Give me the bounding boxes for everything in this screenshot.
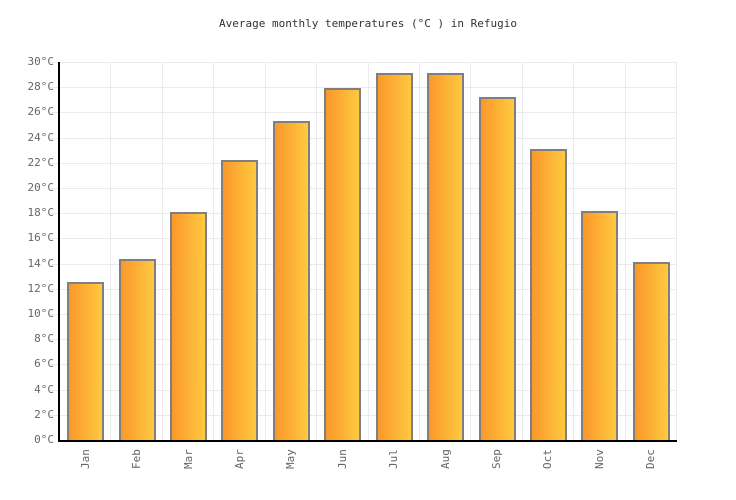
y-tick-label: 18°C [27,206,55,219]
gridline-vertical [522,62,523,440]
y-axis-tick [50,415,58,416]
x-tick-label: Nov [593,449,606,469]
y-axis-tick [50,289,58,290]
x-tick-label: Oct [541,449,554,469]
x-tick-label: Jul [387,449,400,469]
y-axis-tick [50,390,58,391]
y-tick-label: 22°C [27,156,55,169]
y-tick-label: 0°C [34,433,54,446]
gridline-vertical [162,62,163,440]
y-axis-tick [50,339,58,340]
y-axis-tick [50,62,58,63]
x-tick-label: Jun [336,449,349,469]
gridline-vertical [676,62,677,440]
gridline-vertical [316,62,317,440]
y-tick-label: 16°C [27,231,55,244]
y-tick-label: 2°C [34,408,54,421]
plot-area [50,62,677,442]
gridline-vertical [213,62,214,440]
bar-jul [376,73,413,440]
y-tick-label: 12°C [27,282,55,295]
bar-aug [427,73,464,440]
gridline-vertical [573,62,574,440]
y-tick-label: 24°C [27,131,55,144]
x-tick-label: Dec [644,449,657,469]
y-tick-label: 26°C [27,105,55,118]
x-tick-label: Sep [490,449,503,469]
y-tick-label: 8°C [34,332,54,345]
y-axis-tick [50,264,58,265]
chart-title: Average monthly temperatures (°C ) in Re… [218,17,517,30]
y-tick-label: 14°C [27,257,55,270]
x-tick-label: Feb [130,449,143,469]
y-axis-tick [50,364,58,365]
bar-jan [67,282,104,440]
bar-mar [170,212,207,440]
bar-apr [221,160,258,440]
bar-sep [479,97,516,440]
bar-jun [324,88,361,440]
x-tick-label: Aug [439,449,452,469]
x-tick-label: Jan [79,449,92,469]
y-axis-tick [50,213,58,214]
y-tick-label: 20°C [27,181,55,194]
gridline-vertical [419,62,420,440]
bar-may [273,121,310,440]
y-axis-tick [50,138,58,139]
bar-nov [581,211,618,440]
y-tick-label: 28°C [27,80,55,93]
gridline-vertical [110,62,111,440]
gridline-vertical [265,62,266,440]
y-axis-tick [50,238,58,239]
bar-feb [119,259,156,440]
y-axis-tick [50,163,58,164]
gridline-vertical [368,62,369,440]
gridline-vertical [625,62,626,440]
x-tick-label: May [284,449,297,469]
gridline-vertical [470,62,471,440]
bar-dec [633,262,670,440]
y-axis-tick [50,314,58,315]
y-axis-tick [50,188,58,189]
y-tick-label: 4°C [34,383,54,396]
x-tick-label: Mar [182,449,195,469]
y-tick-label: 6°C [34,357,54,370]
y-tick-label: 10°C [27,307,55,320]
y-axis-tick [50,87,58,88]
y-tick-label: 30°C [27,55,55,68]
bar-oct [530,149,567,440]
y-axis-tick [50,112,58,113]
x-tick-label: Apr [233,449,246,469]
